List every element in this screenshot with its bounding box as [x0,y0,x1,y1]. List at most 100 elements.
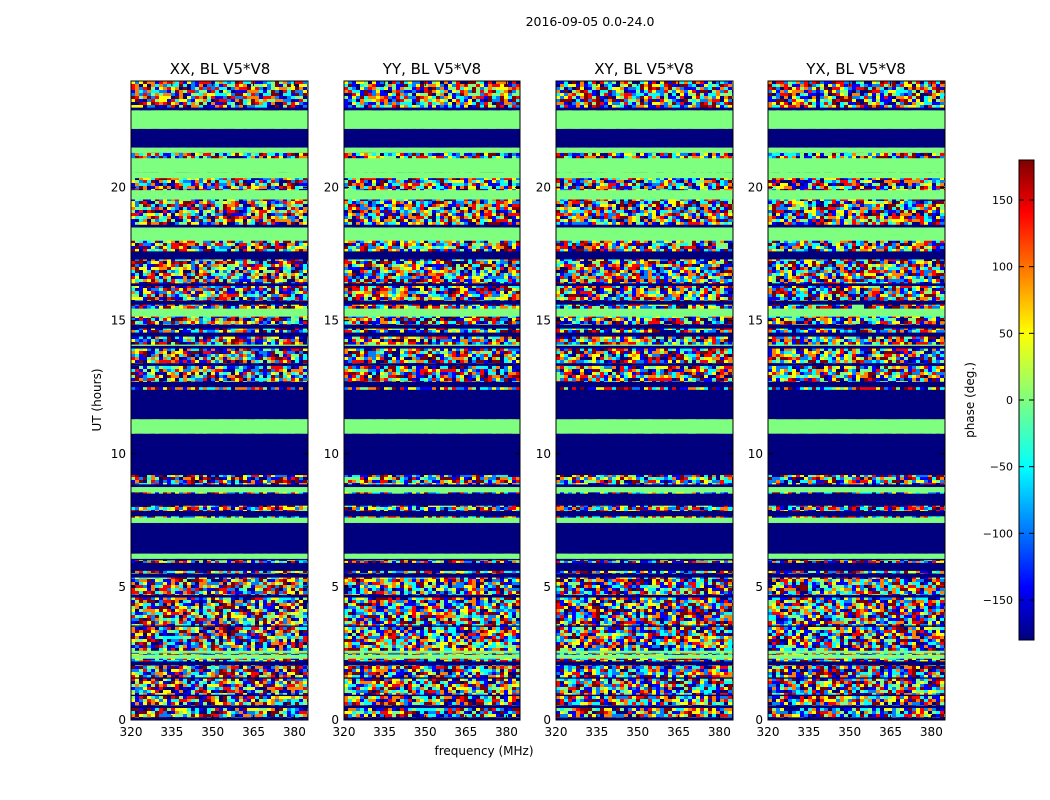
masked-band [344,677,520,679]
masked-band [768,224,945,228]
y-tick-label: 0 [331,713,339,727]
masked-band [768,493,945,506]
plot-frame-yx [767,80,946,721]
masked-band [131,594,308,598]
coherent-band [768,172,945,179]
coherent-band [131,227,308,241]
heatmap-yx [768,81,945,720]
x-tick-label: 380 [920,725,943,739]
masked-band [131,717,308,720]
masked-band [768,705,945,709]
masked-band [344,345,520,349]
masked-band [768,381,945,388]
masked-band [131,510,308,517]
masked-band [344,107,520,111]
y-tick-label: 0 [118,713,126,727]
masked-band [131,625,308,627]
masked-band [556,224,733,228]
x-tick-label: 320 [120,725,143,739]
colorbar-tick-label: 50 [999,327,1013,340]
masked-band [556,484,733,488]
masked-band [131,251,308,260]
masked-band [768,573,945,578]
masked-band [344,324,520,329]
coherent-band [344,190,520,200]
y-tick-label: 20 [111,181,126,195]
coherent-band [768,158,945,173]
coherent-band [768,110,945,129]
masked-band [768,594,945,598]
masked-band [344,332,520,337]
masked-band [556,128,733,148]
masked-band [556,381,733,388]
masked-band [344,128,520,148]
masked-band [556,324,733,329]
x-axis-label: frequency (MHz) [434,744,533,758]
heatmap-xx [131,81,308,720]
masked-band [344,558,520,561]
coherent-band [131,517,308,523]
masked-band [556,625,733,627]
masked-band [344,522,520,554]
panel-xy: XY, BL V5*V8 320 335 350 365 380 0 5 10 15 20 [536,60,734,739]
masked-band [344,694,520,697]
masked-band [131,705,308,709]
x-tick-label: 380 [495,725,518,739]
coherent-band [556,172,733,179]
masked-band [131,283,308,287]
masked-band [556,251,733,260]
y-tick-label: 0 [755,713,763,727]
x-tick-label: 365 [242,725,265,739]
coherent-band [131,190,308,200]
x-tick-label: 335 [373,725,396,739]
plot-frame-xx [130,80,309,721]
masked-band [344,251,520,260]
coherent-band [131,650,308,653]
colorbar-ticks: −150 −100 −50 0 50 100 150 [983,194,1034,607]
masked-band [768,484,945,488]
panel-title-yy: YY, BL V5*V8 [382,60,481,78]
coherent-band [344,419,520,434]
masked-band [556,493,733,506]
masked-band [344,484,520,488]
y-tick-label: 5 [118,580,126,594]
masked-band [768,625,945,627]
x-tick-label: 320 [545,725,568,739]
y-tick-label: 5 [755,580,763,594]
coherent-band [131,487,308,493]
coherent-band [556,308,733,317]
x-ticks-xx: 320 335 350 365 380 [120,81,306,739]
masked-band [131,573,308,578]
coherent-band [768,517,945,523]
masked-band [556,522,733,554]
coherent-band [768,190,945,200]
masked-band [768,332,945,337]
coherent-band [344,158,520,173]
coherent-band [556,227,733,241]
masked-band [344,717,520,720]
masked-band [768,251,945,260]
masked-band [768,522,945,554]
masked-band [556,283,733,287]
coherent-band [768,227,945,241]
masked-band [768,562,945,571]
coherent-band [556,654,733,659]
x-tick-label: 365 [879,725,902,739]
masked-band [344,283,520,287]
masked-band [131,345,308,349]
coherent-band [556,487,733,493]
masked-band [131,661,308,666]
panel-title-yx: YX, BL V5*V8 [805,60,906,78]
coherent-band [344,227,520,241]
coherent-band [344,654,520,659]
coherent-band [768,147,945,153]
coherent-band [768,654,945,659]
masked-band [344,705,520,709]
panel-yx: YX, BL V5*V8 320 335 350 365 380 0 5 10 15 20 [748,60,946,739]
masked-band [344,493,520,506]
coherent-band [344,172,520,179]
x-tick-label: 380 [708,725,731,739]
masked-band [344,300,520,305]
masked-band [131,381,308,388]
